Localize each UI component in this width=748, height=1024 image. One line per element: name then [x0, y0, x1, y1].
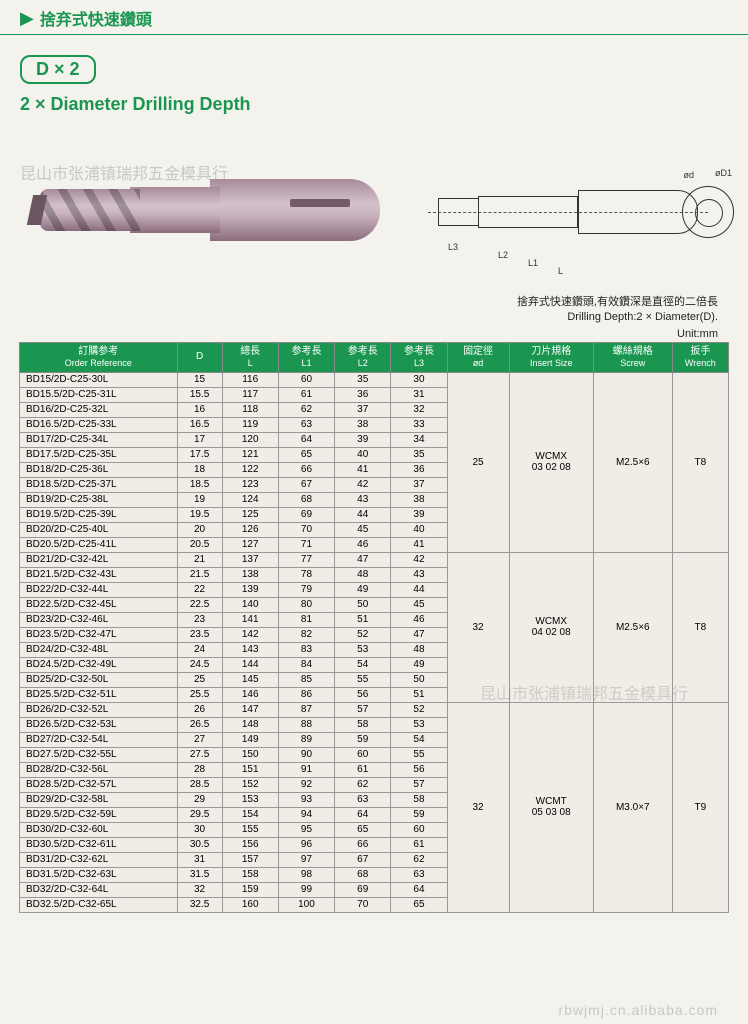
table-row: BD21/2D-C32-42L2113777474232WCMX 04 02 0… [20, 552, 729, 567]
tool-photo [20, 155, 380, 265]
formula-box: D × 2 [20, 55, 96, 84]
col-insert: 刀片規格Insert Size [509, 342, 593, 372]
tech-drawing: L3 L2 L1 L ød øD1 [398, 150, 728, 270]
watermark-url: rbwjmj.cn.alibaba.com [559, 1002, 719, 1018]
table-body: BD15/2D-C25-30L1511660353025WCMX 03 02 0… [20, 372, 729, 912]
col-d: D [177, 342, 222, 372]
header-bar: ▶ 捨弃式快速鑽頭 [0, 0, 748, 35]
dim-L3: L3 [448, 242, 458, 252]
dim-phid: ød [683, 170, 694, 180]
arrow-icon: ▶ [20, 8, 34, 29]
col-l: 總長L [222, 342, 278, 372]
col-l2: 参考長L2 [335, 342, 391, 372]
page-title-cn: 捨弃式快速鑽頭 [40, 6, 152, 30]
dim-phiD1: øD1 [715, 168, 732, 178]
subtitle-en: 2 × Diameter Drilling Depth [20, 94, 748, 115]
table-row: BD15/2D-C25-30L1511660353025WCMX 03 02 0… [20, 372, 729, 387]
col-l3: 参考長L3 [391, 342, 447, 372]
col-screw: 螺絲規格Screw [593, 342, 672, 372]
note-block: 捨弃式快速鑽頭,有效鑽深是直徑的二倍長 Drilling Depth:2 × D… [0, 295, 748, 326]
col-phid: 固定徑ød [447, 342, 509, 372]
diagram-area: L3 L2 L1 L ød øD1 [20, 145, 728, 275]
unit-label: Unit:mm [0, 328, 748, 340]
table-head: 訂購参考Order Reference D 總長L 参考長L1 参考長L2 参考… [20, 342, 729, 372]
note-cn: 捨弃式快速鑽頭,有效鑽深是直徑的二倍長 [0, 295, 718, 310]
note-en: Drilling Depth:2 × Diameter(D). [0, 310, 718, 325]
dim-L: L [558, 266, 563, 276]
col-wrench: 扳手Wrench [672, 342, 728, 372]
dim-L2: L2 [498, 250, 508, 260]
dim-L1: L1 [528, 258, 538, 268]
spec-table: 訂購参考Order Reference D 總長L 参考長L1 参考長L2 参考… [19, 342, 729, 913]
col-l1: 参考長L1 [278, 342, 334, 372]
table-row: BD26/2D-C32-52L2614787575232WCMT 05 03 0… [20, 702, 729, 717]
col-order: 訂購参考Order Reference [20, 342, 178, 372]
